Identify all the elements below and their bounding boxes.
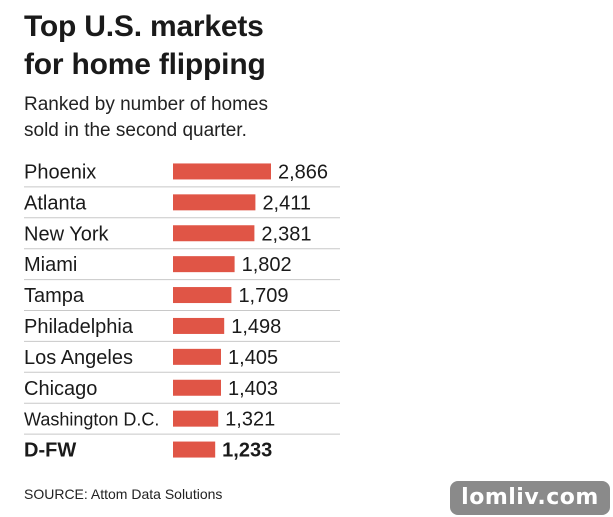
- value-label: 1,405: [228, 347, 278, 369]
- category-label: Miami: [24, 254, 77, 276]
- bar: [173, 379, 221, 396]
- value-label: 2,866: [278, 161, 328, 183]
- value-label: 1,802: [242, 254, 292, 276]
- category-label: Tampa: [24, 285, 85, 307]
- value-label: 2,381: [261, 223, 311, 245]
- title-line-2: for home flipping: [24, 48, 266, 81]
- value-label: 1,321: [225, 409, 275, 431]
- category-label: Atlanta: [24, 192, 87, 214]
- watermark-badge: lomliv.com: [450, 481, 610, 515]
- bar: [173, 256, 235, 273]
- bar-row-new-york: New York 2,381: [24, 223, 340, 250]
- category-label: New York: [24, 223, 109, 245]
- bar: [173, 163, 271, 180]
- bar: [173, 410, 219, 427]
- value-label: 1,403: [228, 378, 278, 400]
- value-label: 1,233: [222, 440, 272, 462]
- bar: [173, 287, 232, 304]
- category-label: Washington D.C.: [24, 410, 159, 430]
- value-label: 1,709: [238, 285, 288, 307]
- bar: [173, 348, 221, 365]
- bar-row-atlanta: Atlanta 2,411: [24, 192, 340, 219]
- bar-row-phoenix: Phoenix 2,866: [24, 161, 340, 188]
- title-line-1: Top U.S. markets: [24, 10, 264, 43]
- bar-row-d-fw: D-FW 1,233: [24, 440, 272, 462]
- category-label: Chicago: [24, 378, 97, 400]
- bar-row-los-angeles: Los Angeles 1,405: [24, 347, 340, 373]
- bar: [173, 317, 225, 334]
- category-label: D-FW: [24, 440, 76, 462]
- bar-row-tampa: Tampa 1,709: [24, 285, 340, 311]
- subtitle-line-1: Ranked by number of homes: [24, 94, 268, 115]
- bar: [173, 441, 216, 458]
- category-label: Phoenix: [24, 161, 96, 183]
- value-label: 1,498: [231, 316, 281, 338]
- bar-row-chicago: Chicago 1,403: [24, 378, 340, 404]
- bar: [173, 194, 256, 211]
- chart-subtitle: Ranked by number of homes sold in the se…: [24, 92, 384, 144]
- category-label: Philadelphia: [24, 316, 134, 338]
- chart-title: Top U.S. markets for home flipping: [24, 8, 444, 84]
- subtitle-line-2: sold in the second quarter.: [24, 120, 247, 141]
- value-label: 2,411: [262, 192, 311, 214]
- category-label: Los Angeles: [24, 347, 133, 369]
- bar-row-philadelphia: Philadelphia 1,498: [24, 316, 340, 342]
- bar-row-washington-d-c: Washington D.C. 1,321: [24, 409, 340, 435]
- source-note: SOURCE: Attom Data Solutions: [24, 486, 223, 502]
- bar: [173, 225, 255, 242]
- bar-row-miami: Miami 1,802: [24, 254, 340, 281]
